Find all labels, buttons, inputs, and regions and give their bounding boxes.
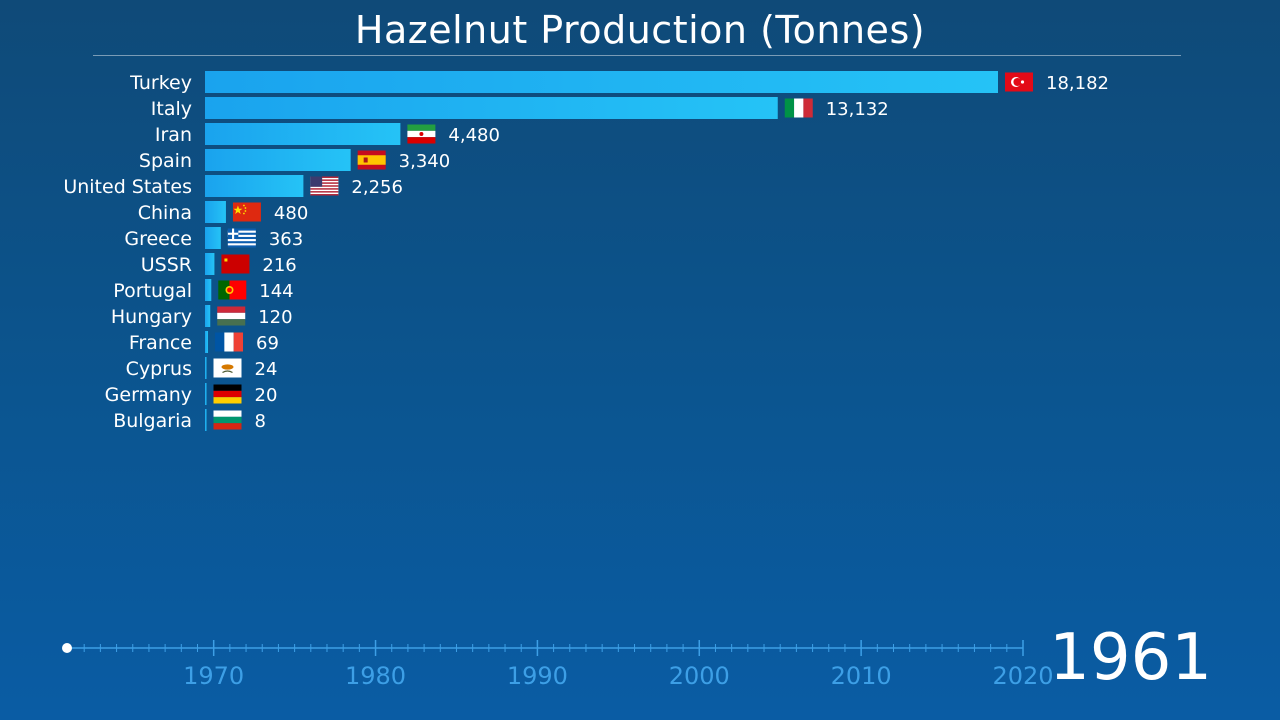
italy-flag-icon (784, 98, 813, 118)
timeline-handle[interactable] (62, 643, 72, 653)
category-label-bulgaria: Bulgaria (113, 410, 192, 432)
timeline-slider: 1970 1980 1990 2000 2010 2020 (62, 640, 1054, 690)
timeline-tick-label: 2020 (992, 662, 1053, 690)
portugal-flag-icon (218, 280, 247, 300)
bar-ussr (205, 253, 215, 275)
value-label-spain: 3,340 (399, 151, 451, 172)
value-label-cyprus: 24 (255, 359, 278, 380)
category-label-portugal: Portugal (113, 280, 192, 302)
title-divider (93, 55, 1181, 56)
category-label-turkey: Turkey (129, 72, 192, 94)
turkey-flag-icon (1005, 72, 1033, 92)
bar-cyprus (205, 357, 207, 379)
category-label-united-states: United States (63, 176, 192, 198)
france-flag-icon (215, 332, 244, 352)
value-label-ussr: 216 (262, 255, 296, 276)
spain-flag-icon (357, 150, 386, 170)
bar-spain (205, 149, 351, 171)
germany-flag-icon (213, 384, 242, 404)
iran-flag-icon (407, 124, 436, 144)
timeline-tick-label: 2000 (669, 662, 730, 690)
bulgaria-flag-icon (213, 410, 242, 430)
bar-china (205, 201, 226, 223)
value-label-united-states: 2,256 (351, 177, 403, 198)
category-label-greece: Greece (124, 228, 192, 250)
category-label-cyprus: Cyprus (126, 358, 192, 380)
timeline-tick-label: 1990 (507, 662, 568, 690)
category-label-spain: Spain (139, 150, 192, 172)
value-label-turkey: 18,182 (1046, 73, 1109, 94)
category-label-france: France (129, 332, 192, 354)
china-flag-icon (232, 202, 261, 222)
category-label-china: China (138, 202, 192, 224)
hungary-flag-icon (217, 306, 246, 326)
bar-hungary (205, 305, 211, 327)
bar-germany (205, 383, 207, 405)
value-label-france: 69 (256, 333, 279, 354)
timeline-tick-label: 2010 (831, 662, 892, 690)
greece-flag-icon (227, 228, 256, 248)
value-label-iran: 4,480 (448, 125, 500, 146)
bar-italy (205, 97, 778, 119)
cyprus-flag-icon (213, 358, 242, 378)
timeline-tick-label: 1970 (183, 662, 244, 690)
bar-united-states (205, 175, 304, 197)
value-label-portugal: 144 (259, 281, 293, 302)
category-label-ussr: USSR (141, 254, 192, 276)
category-label-germany: Germany (105, 384, 192, 406)
bar-turkey (205, 71, 998, 93)
value-label-germany: 20 (255, 385, 278, 406)
ussr-flag-icon (221, 254, 250, 274)
current-year: 1961 (1049, 621, 1212, 695)
value-label-italy: 13,132 (826, 99, 889, 120)
category-label-hungary: Hungary (111, 306, 192, 328)
value-label-china: 480 (274, 203, 308, 224)
category-label-italy: Italy (151, 98, 192, 120)
bar-portugal (205, 279, 212, 301)
united-states-flag-icon (310, 176, 339, 196)
timeline-tick-label: 1980 (345, 662, 406, 690)
bar-iran (205, 123, 401, 145)
bar-france (205, 331, 209, 353)
bar-bulgaria (205, 409, 207, 431)
chart-title: Hazelnut Production (Tonnes) (354, 8, 926, 52)
value-label-bulgaria: 8 (255, 411, 266, 432)
category-label-iran: Iran (155, 124, 192, 146)
value-label-hungary: 120 (258, 307, 292, 328)
value-label-greece: 363 (269, 229, 303, 250)
bar-greece (205, 227, 221, 249)
